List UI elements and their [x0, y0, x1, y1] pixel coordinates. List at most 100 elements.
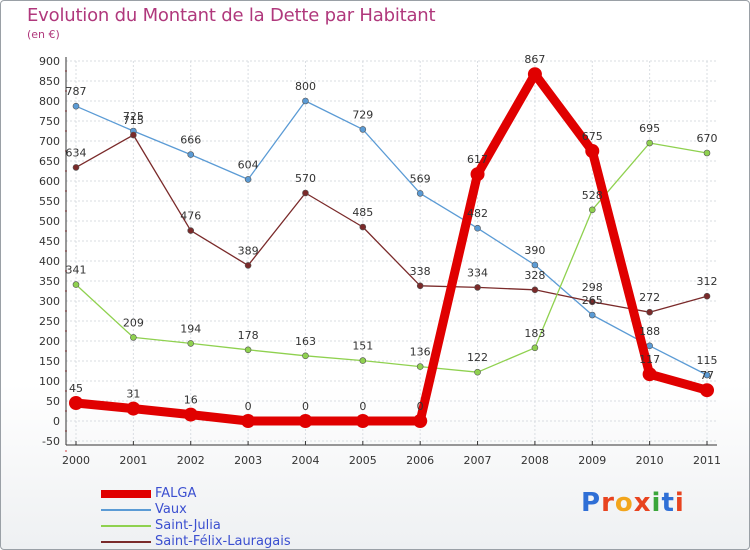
data-point-falga	[700, 383, 714, 398]
x-tick-label: 2009	[578, 454, 606, 467]
y-tick-label: 200	[39, 335, 60, 348]
series-line-saint-julia	[75, 142, 708, 373]
data-point-falga	[585, 144, 600, 158]
y-tick-label: 250	[39, 315, 60, 328]
data-label-saint-julia: 528	[582, 189, 603, 202]
x-tick-label: 2007	[464, 454, 492, 467]
data-point-saint-julia	[416, 363, 424, 370]
data-point-vaux	[703, 371, 711, 379]
data-point-falga	[69, 396, 83, 410]
data-label-vaux: 188	[639, 325, 660, 338]
logo-letter: r	[601, 488, 615, 518]
axes: -500501001502002503003504004505005506006…	[39, 55, 721, 467]
data-label-falga: 617	[467, 153, 488, 166]
data-point-saint-felix-lauragais	[187, 227, 195, 234]
series-line-falga	[71, 69, 712, 426]
y-tick-label: 750	[39, 115, 60, 128]
y-tick-label: 0	[53, 415, 60, 428]
data-point-vaux	[187, 151, 195, 158]
data-labels: 787 725 666 604 800 729 569 482 390 265 188 115 634 7…	[66, 53, 718, 413]
data-point-saint-felix-lauragais	[416, 282, 424, 290]
legend-item-saint-julia: Saint-Julia	[101, 518, 361, 535]
data-label-saint-julia: 151	[352, 340, 373, 353]
legend-item-falga: FALGA	[101, 486, 361, 503]
x-tick-label: 2011	[693, 454, 721, 467]
data-point-vaux	[646, 342, 653, 350]
chart-title: Evolution du Montant de la Dette par Hab…	[27, 5, 436, 26]
data-point-vaux	[359, 126, 367, 133]
data-label-saint-felix-lauragais: 485	[352, 206, 373, 219]
data-label-saint-julia: 341	[66, 264, 87, 277]
data-label-falga: 45	[69, 382, 83, 395]
data-label-vaux: 115	[697, 354, 718, 367]
data-point-vaux	[416, 190, 424, 197]
data-point-saint-felix-lauragais	[130, 131, 137, 139]
data-point-vaux	[72, 102, 80, 110]
data-label-saint-julia: 136	[410, 346, 431, 359]
data-point-vaux	[531, 261, 539, 269]
data-label-saint-julia: 183	[524, 327, 545, 340]
data-point-saint-julia	[244, 346, 252, 354]
data-label-saint-felix-lauragais: 389	[238, 244, 259, 257]
data-point-saint-felix-lauragais	[302, 189, 309, 197]
data-label-saint-felix-lauragais: 634	[66, 146, 87, 159]
data-point-saint-julia	[703, 149, 711, 157]
y-tick-label: 350	[39, 275, 60, 288]
data-label-saint-felix-lauragais: 570	[295, 172, 316, 185]
data-label-falga: 16	[184, 394, 198, 407]
data-point-falga	[642, 367, 657, 382]
y-tick-label: 850	[39, 75, 60, 88]
data-point-saint-felix-lauragais	[474, 284, 481, 291]
y-tick-label: 600	[39, 175, 60, 188]
legend-swatch-vaux	[101, 509, 151, 511]
data-label-saint-felix-lauragais: 298	[582, 281, 603, 294]
data-label-saint-julia: 194	[180, 322, 201, 335]
data-point-vaux	[588, 311, 596, 319]
data-point-saint-felix-lauragais	[588, 298, 596, 306]
data-label-saint-felix-lauragais: 328	[524, 269, 545, 282]
data-point-saint-julia	[646, 139, 653, 147]
chart-unit: (en €)	[27, 28, 60, 41]
logo-letter: t	[661, 488, 675, 518]
logo-letter: x	[633, 488, 652, 518]
x-tick-label: 2006	[406, 454, 434, 467]
legend-swatch-saint-felix	[101, 541, 151, 543]
y-tick-label: 450	[39, 235, 60, 248]
data-label-falga: 31	[126, 388, 140, 401]
legend-label-falga: FALGA	[155, 486, 197, 501]
data-label-saint-julia: 670	[697, 132, 718, 145]
logo-letter: i	[674, 488, 685, 518]
data-label-vaux: 729	[352, 108, 373, 121]
series-line-saint-felix-lauragais	[75, 134, 708, 313]
y-tick-label: 900	[39, 55, 60, 68]
data-label-vaux: 265	[582, 294, 603, 307]
data-point-saint-julia	[531, 344, 539, 352]
x-tick-label: 2001	[119, 454, 147, 467]
data-label-vaux: 604	[238, 158, 259, 171]
data-point-vaux	[474, 224, 481, 232]
data-label-saint-julia: 163	[295, 335, 316, 348]
data-label-falga: 675	[582, 130, 603, 143]
data-label-vaux: 800	[295, 80, 316, 93]
x-tick-label: 2000	[62, 454, 90, 467]
legend-label-vaux: Vaux	[155, 502, 187, 517]
data-label-saint-julia: 178	[238, 329, 259, 342]
y-tick-label: 550	[39, 195, 60, 208]
series	[69, 67, 714, 428]
y-tick-label: 650	[39, 155, 60, 168]
y-tick-label: 700	[39, 135, 60, 148]
data-label-saint-felix-lauragais: 338	[410, 265, 431, 278]
y-tick-label: 300	[39, 295, 60, 308]
legend-swatch-falga	[101, 490, 151, 498]
x-tick-label: 2004	[291, 454, 319, 467]
data-point-falga	[298, 414, 313, 428]
y-tick-label: 50	[46, 395, 60, 408]
data-point-vaux	[244, 176, 252, 183]
data-point-falga	[527, 67, 542, 82]
data-point-saint-felix-lauragais	[531, 286, 539, 294]
x-tick-label: 2003	[234, 454, 262, 467]
legend-item-vaux: Vaux	[101, 502, 361, 519]
legend: FALGA Vaux Saint-Julia Saint-Félix-Laura…	[101, 486, 361, 549]
data-point-saint-julia	[588, 206, 596, 214]
